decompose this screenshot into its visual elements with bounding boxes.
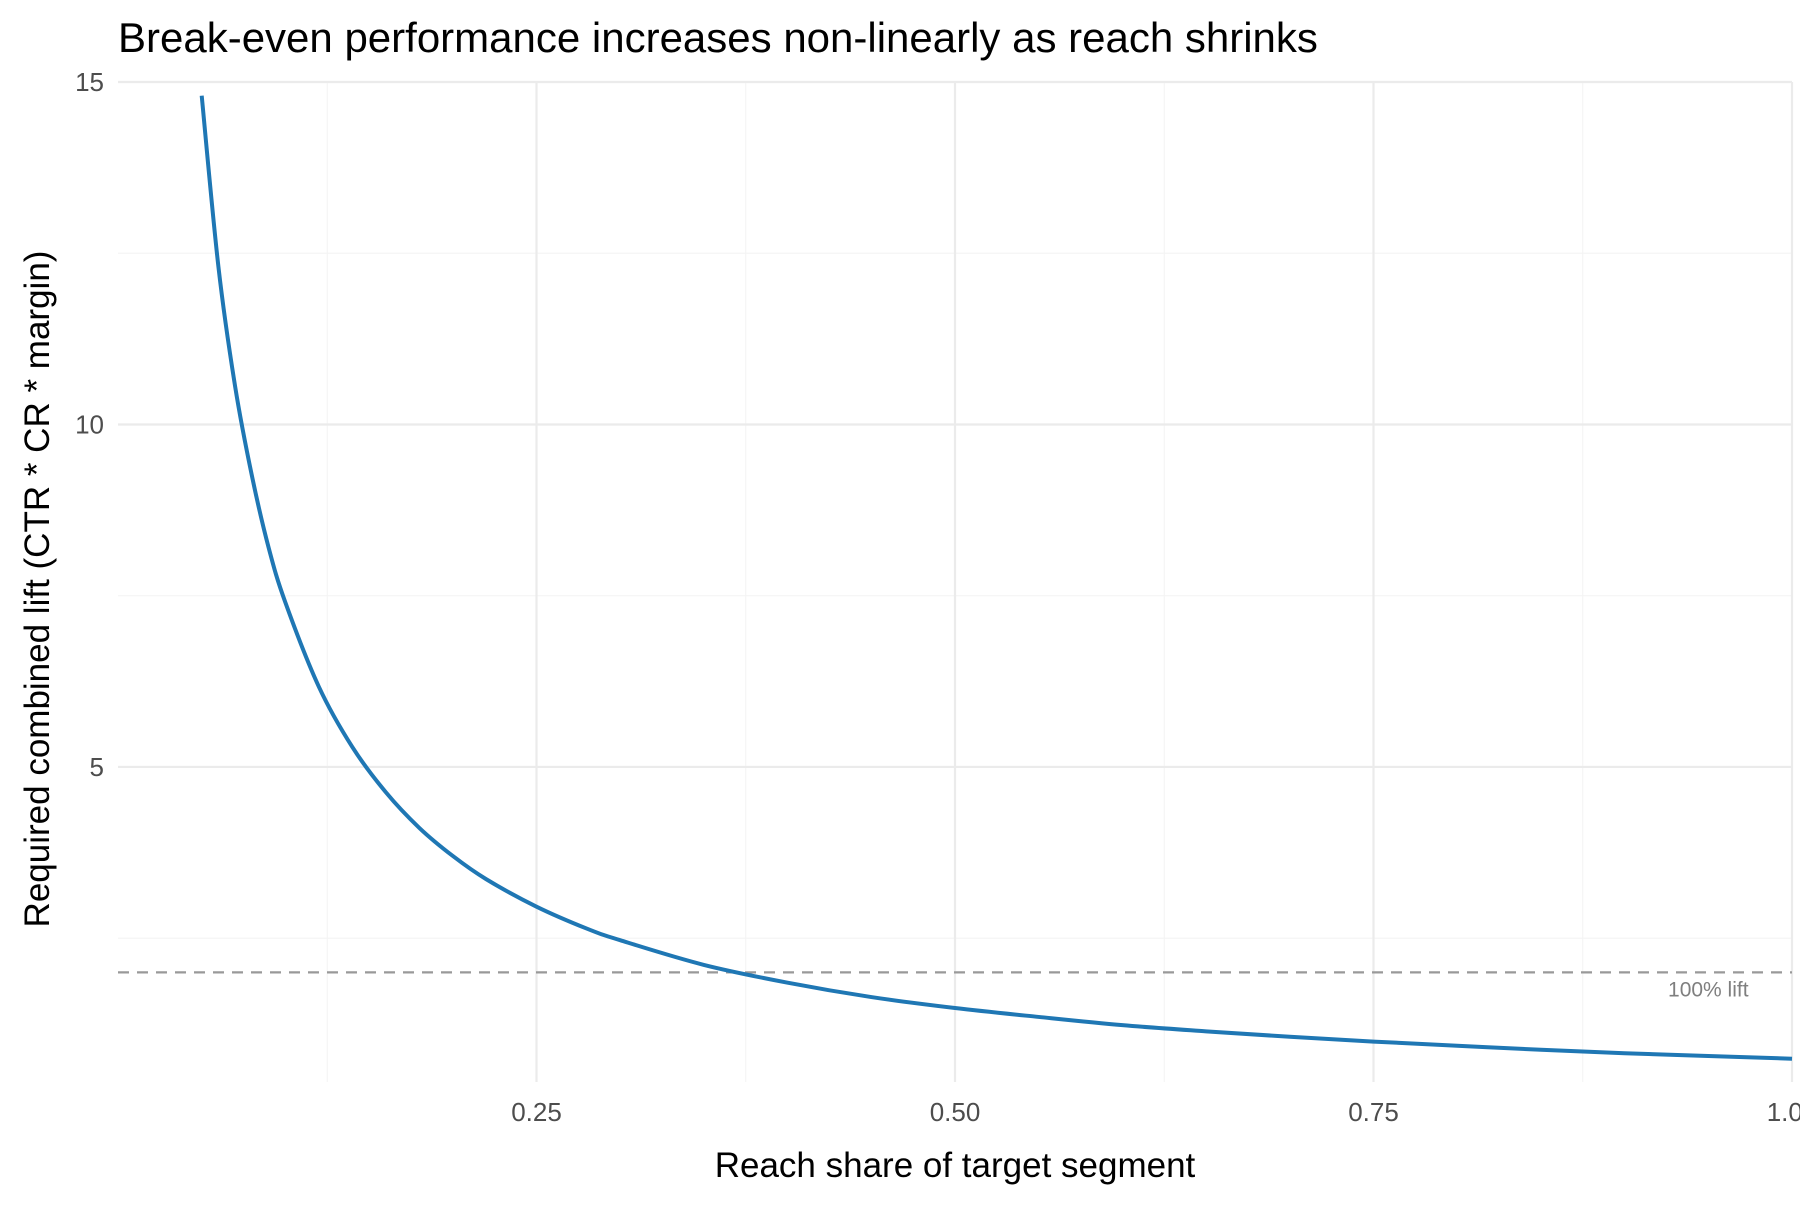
series-line — [199, 95, 1793, 1061]
y-tick-label: 5 — [90, 752, 104, 782]
grid-lines — [118, 80, 1794, 1082]
reference-line-group: 100% lift — [118, 971, 1792, 1001]
reference-line-label: 100% lift — [1668, 978, 1749, 1001]
x-tick-label: 0.50 — [930, 1097, 981, 1127]
y-axis-title: Required combined lift (CTR * CR * margi… — [18, 251, 57, 928]
y-tick-label: 15 — [75, 67, 104, 97]
x-tick-label: 0.25 — [511, 1097, 562, 1127]
x-axis-title: Reach share of target segment — [715, 1146, 1196, 1185]
series-group — [199, 95, 1793, 1061]
tick-labels: 0.25 0.50 0.75 1.00 5 10 15 — [75, 67, 1800, 1127]
x-tick-label: 1.00 — [1767, 1097, 1800, 1127]
y-tick-label: 10 — [75, 409, 104, 439]
chart-title: Break-even performance increases non-lin… — [118, 14, 1318, 61]
x-tick-label: 0.75 — [1348, 1097, 1399, 1127]
